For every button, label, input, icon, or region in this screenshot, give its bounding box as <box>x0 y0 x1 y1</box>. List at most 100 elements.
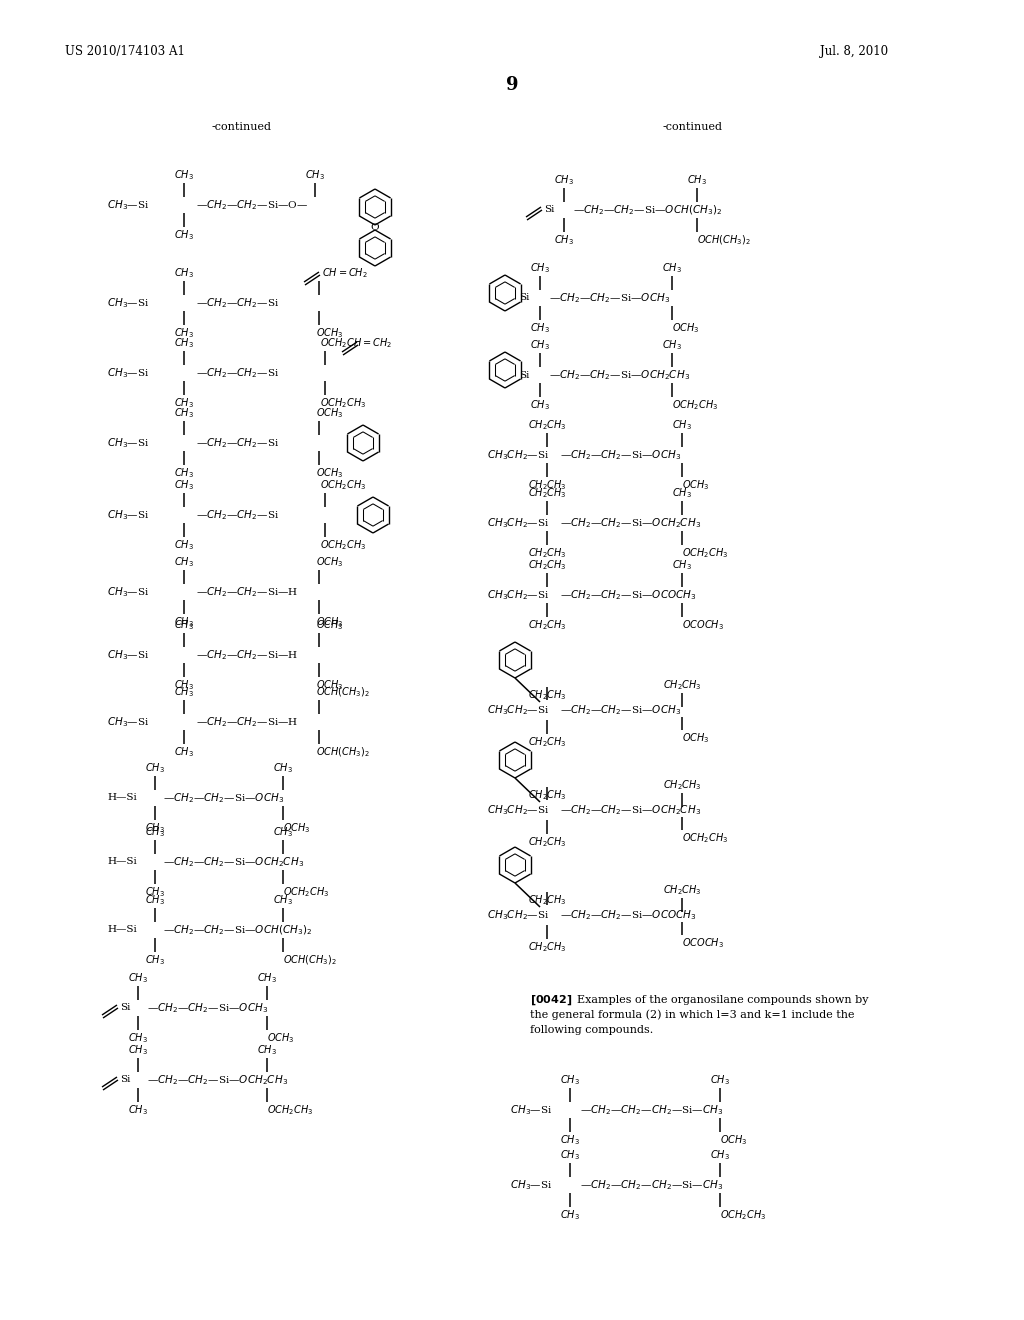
Text: $OCH_3$: $OCH_3$ <box>316 407 344 420</box>
Text: O: O <box>371 223 379 231</box>
Text: $OCH_3$: $OCH_3$ <box>682 731 710 744</box>
Text: $CH_3$: $CH_3$ <box>273 762 293 775</box>
Text: 9: 9 <box>506 77 518 94</box>
Text: $CH_3$: $CH_3$ <box>663 338 682 352</box>
Text: $CH_3CH_2$—Si: $CH_3CH_2$—Si <box>487 447 550 462</box>
Text: $CH_3$: $CH_3$ <box>145 886 165 899</box>
Text: $CH_3$: $CH_3$ <box>174 556 194 569</box>
Text: $CH_2CH_3$: $CH_2CH_3$ <box>527 688 566 702</box>
Text: $CH_3CH_2$—Si: $CH_3CH_2$—Si <box>487 516 550 529</box>
Text: $CH_3$: $CH_3$ <box>560 1148 580 1162</box>
Text: $CH_3$: $CH_3$ <box>174 168 194 182</box>
Text: $CH_3$: $CH_3$ <box>672 558 692 572</box>
Text: $CH_3$: $CH_3$ <box>128 1043 147 1057</box>
Text: $CH_3$: $CH_3$ <box>257 972 276 985</box>
Text: —$CH_2$—$CH_2$—Si—$OCH_3$: —$CH_2$—$CH_2$—Si—$OCH_3$ <box>560 447 681 462</box>
Text: $CH_3$: $CH_3$ <box>257 1043 276 1057</box>
Text: $CH_3$: $CH_3$ <box>530 261 550 275</box>
Text: —$CH_2$—$CH_2$—Si—$OCH_2CH_3$: —$CH_2$—$CH_2$—Si—$OCH_2CH_3$ <box>560 803 701 817</box>
Text: $CH_2CH_3$: $CH_2CH_3$ <box>527 486 566 500</box>
Text: $CH_3$: $CH_3$ <box>174 466 194 480</box>
Text: Si: Si <box>519 371 529 380</box>
Text: —$CH_2$—$CH_2$—Si—$OCOCH_3$: —$CH_2$—$CH_2$—Si—$OCOCH_3$ <box>560 908 696 921</box>
Text: $CH_3$: $CH_3$ <box>710 1148 730 1162</box>
Text: $CH_2CH_3$: $CH_2CH_3$ <box>527 788 566 801</box>
Text: $CH_3$: $CH_3$ <box>145 894 165 907</box>
Text: $CH_3$—Si: $CH_3$—Si <box>106 198 150 213</box>
Text: —$CH_2$—$CH_2$—Si: —$CH_2$—$CH_2$—Si <box>196 366 280 380</box>
Text: —$CH_2$—$CH_2$—Si—$OCH_2CH_3$: —$CH_2$—$CH_2$—Si—$OCH_2CH_3$ <box>163 855 304 869</box>
Text: $CH_3$: $CH_3$ <box>530 321 550 335</box>
Text: $CH_3$—Si: $CH_3$—Si <box>510 1177 553 1192</box>
Text: $CH_3$: $CH_3$ <box>174 478 194 492</box>
Text: Examples of the organosilane compounds shown by: Examples of the organosilane compounds s… <box>570 995 868 1005</box>
Text: $CH_3$—Si: $CH_3$—Si <box>106 648 150 661</box>
Text: $CH_3CH_2$—Si: $CH_3CH_2$—Si <box>487 908 550 921</box>
Text: $CH_3$: $CH_3$ <box>560 1208 580 1222</box>
Text: $OCH_3$: $OCH_3$ <box>283 821 310 836</box>
Text: $CH_3$: $CH_3$ <box>174 618 194 632</box>
Text: —$CH_2$—$CH_2$—Si—$OCH_3$: —$CH_2$—$CH_2$—Si—$OCH_3$ <box>549 292 670 305</box>
Text: $CH_3CH_2$—Si: $CH_3CH_2$—Si <box>487 803 550 817</box>
Text: —$CH_2$—$CH_2$—Si—$OCH_2CH_3$: —$CH_2$—$CH_2$—Si—$OCH_2CH_3$ <box>560 516 701 529</box>
Text: $CH_3$: $CH_3$ <box>174 678 194 692</box>
Text: $CH_2CH_3$: $CH_2CH_3$ <box>527 894 566 907</box>
Text: $OCH_2CH_3$: $OCH_2CH_3$ <box>283 886 330 899</box>
Text: -continued: -continued <box>212 121 272 132</box>
Text: —$CH_2$—$CH_2$—Si: —$CH_2$—$CH_2$—Si <box>196 296 280 310</box>
Text: $CH_2CH_3$: $CH_2CH_3$ <box>663 777 701 792</box>
Text: —$CH_2$—$CH_2$—$CH_2$—Si—$CH_3$: —$CH_2$—$CH_2$—$CH_2$—Si—$CH_3$ <box>580 1177 723 1192</box>
Text: $CH_3$: $CH_3$ <box>672 418 692 432</box>
Text: $CH_3$—Si: $CH_3$—Si <box>106 585 150 599</box>
Text: $CH_3$: $CH_3$ <box>530 338 550 352</box>
Text: —$CH_2$—$CH_2$—Si: —$CH_2$—$CH_2$—Si <box>196 436 280 450</box>
Text: -continued: -continued <box>663 121 723 132</box>
Text: $\mathbf{[0042]}$: $\mathbf{[0042]}$ <box>530 993 572 1007</box>
Text: $OCH_2CH$$=$$CH_2$: $OCH_2CH$$=$$CH_2$ <box>319 337 392 350</box>
Text: $CH_3$: $CH_3$ <box>687 173 707 187</box>
Text: $CH_3$: $CH_3$ <box>174 407 194 420</box>
Text: $CH_3$: $CH_3$ <box>128 972 147 985</box>
Text: $CH_2CH_3$: $CH_2CH_3$ <box>663 678 701 692</box>
Text: $CH_3$—Si: $CH_3$—Si <box>106 366 150 380</box>
Text: $OCH_3$: $OCH_3$ <box>682 478 710 492</box>
Text: —$CH_2$—$CH_2$—Si—$OCH(CH_3)_2$: —$CH_2$—$CH_2$—Si—$OCH(CH_3)_2$ <box>573 203 722 216</box>
Text: $CH_3$: $CH_3$ <box>554 234 574 247</box>
Text: —$CH_2$—$CH_2$—$CH_2$—Si—$CH_3$: —$CH_2$—$CH_2$—$CH_2$—Si—$CH_3$ <box>580 1104 723 1117</box>
Text: —$CH_2$—$CH_2$—Si—H: —$CH_2$—$CH_2$—Si—H <box>196 648 298 661</box>
Text: $CH_3$: $CH_3$ <box>530 399 550 412</box>
Text: $CH_3$: $CH_3$ <box>663 261 682 275</box>
Text: $CH$$=$$CH_2$: $CH$$=$$CH_2$ <box>322 267 368 280</box>
Text: $OCH_3$: $OCH_3$ <box>720 1133 748 1147</box>
Text: $CH_3$: $CH_3$ <box>554 173 574 187</box>
Text: $CH_3$: $CH_3$ <box>174 539 194 552</box>
Text: $OCH_3$: $OCH_3$ <box>316 556 344 569</box>
Text: $CH_2CH_3$: $CH_2CH_3$ <box>527 546 566 560</box>
Text: the general formula (2) in which l=3 and k=1 include the: the general formula (2) in which l=3 and… <box>530 1010 854 1020</box>
Text: $CH_3CH_2$—Si: $CH_3CH_2$—Si <box>487 704 550 717</box>
Text: $OCH_2CH_3$: $OCH_2CH_3$ <box>682 546 728 560</box>
Text: $CH_3$—Si: $CH_3$—Si <box>510 1104 553 1117</box>
Text: —$CH_2$—$CH_2$—Si—H: —$CH_2$—$CH_2$—Si—H <box>196 585 298 599</box>
Text: US 2010/174103 A1: US 2010/174103 A1 <box>65 45 185 58</box>
Text: $CH_3$: $CH_3$ <box>305 168 325 182</box>
Text: H—Si: H—Si <box>106 858 137 866</box>
Text: $OCH_2CH_3$: $OCH_2CH_3$ <box>267 1104 313 1117</box>
Text: —$CH_2$—$CH_2$—Si—H: —$CH_2$—$CH_2$—Si—H <box>196 715 298 729</box>
Text: $CH_3$—Si: $CH_3$—Si <box>106 715 150 729</box>
Text: $OCH_3$: $OCH_3$ <box>267 1031 295 1045</box>
Text: $OCH(CH_3)_2$: $OCH(CH_3)_2$ <box>316 746 370 759</box>
Text: $CH_3$: $CH_3$ <box>174 267 194 280</box>
Text: $CH_2CH_3$: $CH_2CH_3$ <box>663 883 701 896</box>
Text: $CH_3$—Si: $CH_3$—Si <box>106 508 150 521</box>
Text: $OCH(CH_3)_2$: $OCH(CH_3)_2$ <box>697 234 751 247</box>
Text: —$CH_2$—$CH_2$—Si—$OCH_3$: —$CH_2$—$CH_2$—Si—$OCH_3$ <box>147 1001 268 1015</box>
Text: $OCH_2CH_3$: $OCH_2CH_3$ <box>319 539 367 552</box>
Text: $CH_3CH_2$—Si: $CH_3CH_2$—Si <box>487 589 550 602</box>
Text: $CH_3$: $CH_3$ <box>128 1031 147 1045</box>
Text: Jul. 8, 2010: Jul. 8, 2010 <box>820 45 888 58</box>
Text: —$CH_2$—$CH_2$—Si—$OCH_2CH_3$: —$CH_2$—$CH_2$—Si—$OCH_2CH_3$ <box>549 368 690 381</box>
Text: $CH_3$—Si: $CH_3$—Si <box>106 296 150 310</box>
Text: Si: Si <box>544 206 554 214</box>
Text: $CH_3$: $CH_3$ <box>174 228 194 242</box>
